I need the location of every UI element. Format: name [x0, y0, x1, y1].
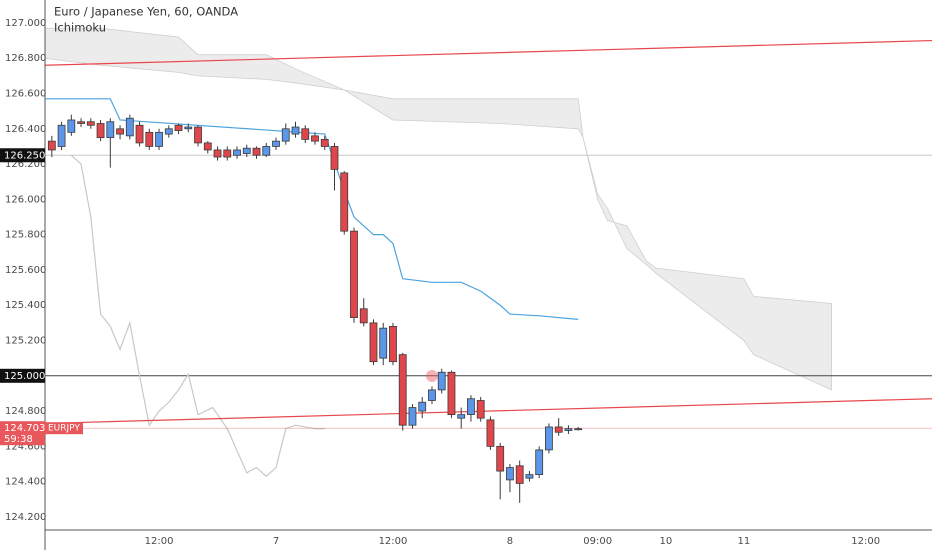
level-price-label: 126.250 — [4, 150, 45, 161]
candle-body — [574, 428, 583, 431]
candle-body — [164, 128, 173, 135]
countdown-label: 59:38 — [4, 434, 33, 445]
candle-body — [281, 128, 290, 142]
candle-body — [389, 325, 397, 363]
candle-body — [564, 428, 573, 431]
candle-body — [350, 230, 358, 318]
candle-body — [125, 117, 134, 137]
indicator-line — [45, 98, 579, 320]
y-tick-label: 124.800 — [5, 406, 46, 417]
candle-body — [184, 126, 193, 130]
candle-body — [272, 140, 280, 147]
y-tick-label: 126.400 — [5, 124, 46, 135]
candle-body — [77, 121, 85, 124]
candle-body — [379, 327, 388, 359]
y-tick-label: 126.800 — [5, 53, 46, 64]
candle-body — [174, 124, 183, 131]
candle-body — [428, 389, 436, 401]
last-price-box — [0, 421, 45, 446]
candle-body — [554, 426, 563, 433]
candle-body — [233, 149, 241, 156]
candle-body — [96, 123, 105, 139]
candle-body — [145, 131, 154, 147]
candle-body — [486, 419, 495, 447]
indicator-line — [44, 398, 932, 425]
candle-body — [447, 371, 456, 416]
y-tick-label: 126.000 — [5, 194, 46, 205]
last-price-label: 124.703 — [4, 423, 45, 434]
candle-body — [476, 400, 485, 419]
y-tick-label: 125.800 — [5, 230, 46, 241]
candle-body — [408, 407, 417, 426]
candle-body — [506, 467, 514, 481]
candle-body — [262, 146, 271, 156]
level-price-box — [0, 148, 45, 163]
candle-body — [223, 149, 232, 158]
candle-body — [116, 128, 124, 135]
y-tick-label: 125.600 — [5, 265, 46, 276]
candle-body — [437, 371, 446, 391]
x-tick-label: 10 — [660, 536, 673, 547]
candle-body — [311, 135, 319, 142]
cursor-marker — [426, 370, 438, 382]
level-price-label: 125.000 — [4, 371, 45, 382]
candle-body — [467, 398, 475, 416]
candle-body — [340, 172, 349, 232]
chart-title: Euro / Japanese Yen, 60, OANDA — [54, 5, 238, 19]
indicator-label[interactable]: Ichimoku — [54, 21, 106, 35]
candle-body — [213, 149, 222, 158]
candle-body — [291, 126, 300, 135]
candle-body — [57, 124, 66, 147]
y-tick-label: 124.200 — [5, 512, 46, 523]
indicator-line — [70, 154, 325, 478]
candle-body — [418, 401, 427, 412]
x-tick-label: 12:00 — [145, 536, 174, 547]
candle-body — [135, 124, 144, 144]
ichimoku-cloud — [44, 27, 833, 391]
candle-body — [515, 465, 524, 484]
y-tick-label: 126.600 — [5, 89, 46, 100]
y-tick-label: 124.400 — [5, 477, 46, 488]
candle-body — [320, 138, 329, 147]
x-tick-label: 12:00 — [379, 536, 408, 547]
candle-body — [359, 308, 368, 324]
candle-body — [545, 426, 553, 451]
candle-body — [203, 142, 212, 151]
candle-body — [86, 121, 95, 126]
y-tick-label: 127.000 — [5, 18, 46, 29]
candle-body — [301, 128, 310, 140]
x-tick-label: 12:00 — [851, 536, 880, 547]
x-tick-label: 09:00 — [583, 536, 612, 547]
x-tick-label: 11 — [738, 536, 751, 547]
candle-body — [457, 414, 466, 419]
symbol-tag — [45, 422, 83, 435]
plot — [44, 27, 932, 503]
candle-body — [330, 146, 339, 170]
candle-body — [67, 119, 76, 133]
candle-body — [369, 322, 378, 363]
candle-body — [398, 354, 407, 426]
y-tick-label: 125.400 — [5, 300, 46, 311]
candle-body — [155, 131, 163, 147]
indicator-line — [44, 39, 932, 66]
level-price-box — [0, 368, 45, 383]
candle-body — [106, 121, 115, 139]
y-tick-label: 126.200 — [5, 159, 46, 170]
candle-body — [242, 147, 251, 154]
x-tick-label: 7 — [273, 536, 279, 547]
y-tick-label: 124.600 — [5, 441, 46, 452]
candle-body — [535, 449, 544, 476]
candle-body — [47, 140, 56, 151]
candle-body — [252, 147, 261, 156]
candle-body — [194, 126, 202, 144]
y-tick-label: 125.200 — [5, 336, 46, 347]
candle-body — [525, 474, 534, 479]
symbol-label: EURJPY — [48, 424, 80, 434]
candle-body — [496, 445, 505, 472]
x-tick-label: 8 — [507, 536, 513, 547]
